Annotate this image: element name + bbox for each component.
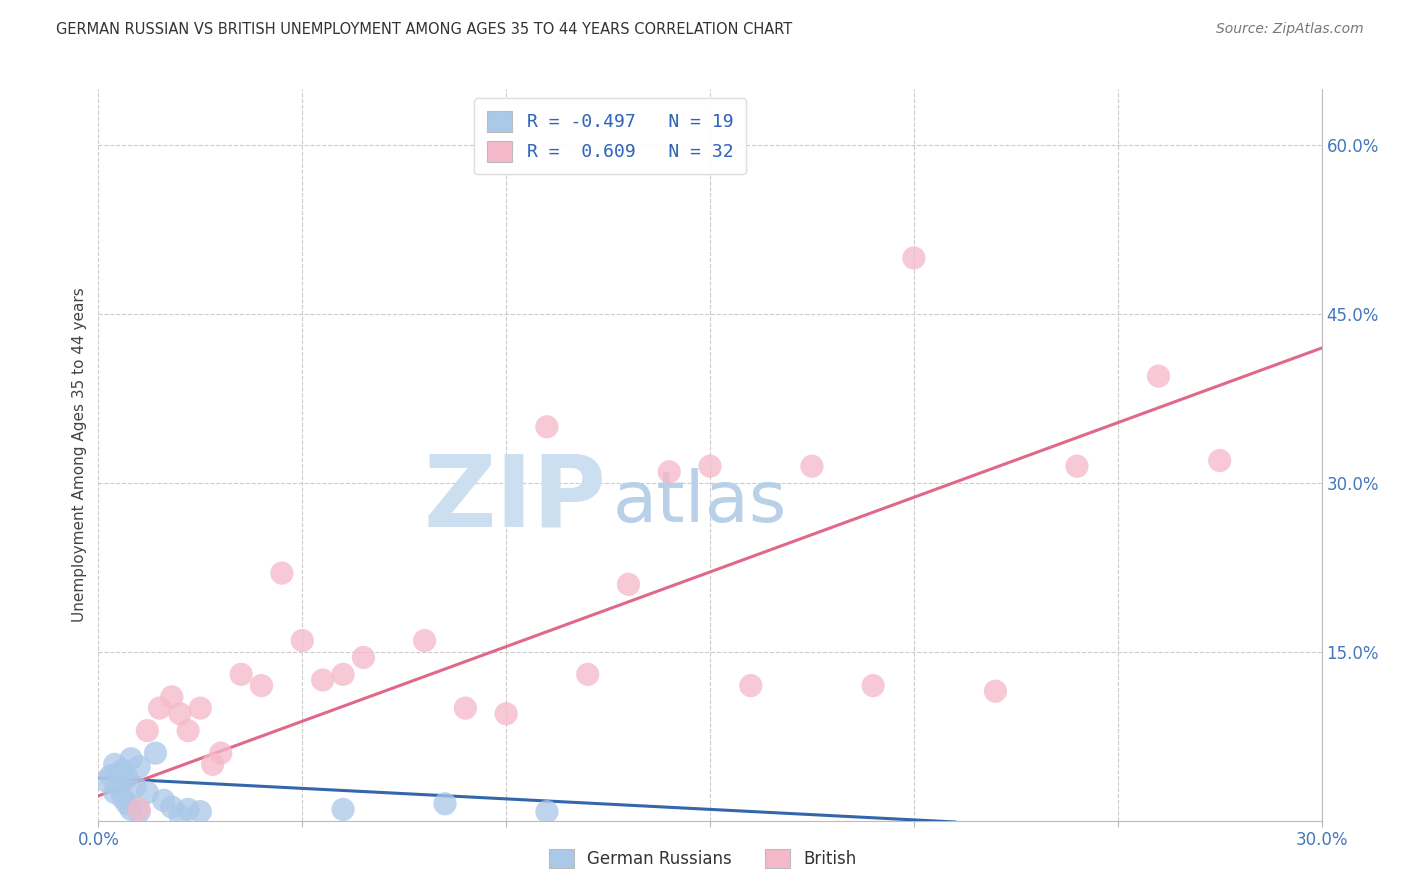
Text: atlas: atlas	[612, 468, 786, 537]
Point	[1147, 369, 1170, 384]
Point	[1209, 453, 1232, 467]
Point	[177, 723, 200, 738]
Point	[209, 746, 232, 760]
Point	[903, 251, 925, 265]
Point	[617, 577, 640, 591]
Point	[104, 785, 127, 799]
Point	[149, 701, 172, 715]
Point	[270, 566, 294, 580]
Point	[169, 706, 191, 721]
Point	[801, 459, 824, 474]
Point	[536, 419, 558, 434]
Point	[152, 793, 174, 807]
Point	[576, 667, 599, 681]
Point	[312, 673, 335, 687]
Point	[1066, 459, 1088, 474]
Point	[495, 706, 517, 721]
Point	[291, 633, 314, 648]
Point	[201, 757, 224, 772]
Point	[128, 759, 150, 773]
Point	[658, 465, 681, 479]
Point	[984, 684, 1007, 698]
Point	[160, 800, 183, 814]
Y-axis label: Unemployment Among Ages 35 to 44 years: Unemployment Among Ages 35 to 44 years	[72, 287, 87, 623]
Text: ZIP: ZIP	[423, 450, 606, 548]
Point	[188, 701, 212, 715]
Legend: R = -0.497   N = 19, R =  0.609   N = 32: R = -0.497 N = 19, R = 0.609 N = 32	[474, 98, 747, 174]
Point	[188, 805, 212, 819]
Point	[111, 791, 134, 805]
Point	[352, 650, 374, 665]
Point	[699, 459, 721, 474]
Point	[454, 701, 477, 715]
Point	[104, 757, 127, 772]
Point	[115, 771, 138, 785]
Point	[120, 802, 142, 816]
Point	[128, 802, 150, 816]
Text: Source: ZipAtlas.com: Source: ZipAtlas.com	[1216, 22, 1364, 37]
Point	[332, 802, 354, 816]
Point	[250, 679, 273, 693]
Point	[120, 752, 142, 766]
Point	[536, 805, 558, 819]
Point	[111, 763, 134, 777]
Point	[128, 805, 150, 819]
Point	[115, 797, 138, 811]
Point	[862, 679, 884, 693]
Point	[740, 679, 762, 693]
Point	[231, 667, 253, 681]
Point	[124, 780, 146, 794]
Legend: German Russians, British: German Russians, British	[543, 842, 863, 875]
Point	[108, 766, 131, 780]
Point	[108, 780, 131, 794]
Point	[100, 769, 122, 783]
Point	[96, 774, 118, 789]
Point	[136, 785, 159, 799]
Point	[413, 633, 436, 648]
Point	[160, 690, 183, 704]
Point	[145, 746, 167, 760]
Point	[136, 723, 159, 738]
Point	[177, 802, 200, 816]
Point	[169, 808, 191, 822]
Point	[434, 797, 457, 811]
Point	[332, 667, 354, 681]
Text: GERMAN RUSSIAN VS BRITISH UNEMPLOYMENT AMONG AGES 35 TO 44 YEARS CORRELATION CHA: GERMAN RUSSIAN VS BRITISH UNEMPLOYMENT A…	[56, 22, 793, 37]
